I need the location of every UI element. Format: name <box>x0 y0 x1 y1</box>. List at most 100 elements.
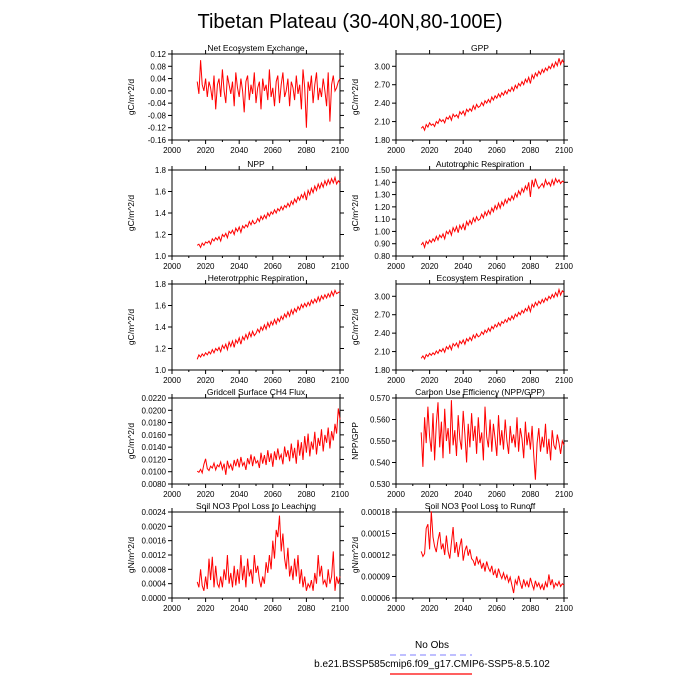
y-tick-label: 1.2 <box>155 231 167 240</box>
y-tick-label: 0.530 <box>370 480 391 489</box>
x-tick-label: 2100 <box>331 376 349 385</box>
y-tick-label: 1.8 <box>155 280 167 289</box>
series-line <box>420 58 565 132</box>
series-line <box>196 289 341 360</box>
y-axis-label: gC/m^2/d <box>350 79 360 115</box>
x-tick-label: 2060 <box>488 604 506 613</box>
y-axis-label: gC/m^2/d <box>350 195 360 231</box>
x-tick-label: 2020 <box>197 490 215 499</box>
x-tick-label: 2100 <box>555 146 573 155</box>
y-tick-label: 0.0004 <box>142 580 167 589</box>
y-tick-label: 1.80 <box>374 136 390 145</box>
x-tick-label: 2000 <box>387 490 405 499</box>
y-tick-label: 0.12 <box>150 50 166 59</box>
panel-title: Ecosystem Respiration <box>437 273 524 283</box>
y-axis-label: gC/m^2/d <box>350 309 360 345</box>
series-line <box>420 400 565 480</box>
x-tick-label: 2020 <box>421 604 439 613</box>
y-tick-label: 0.80 <box>374 252 390 261</box>
panel-autotrophic-respiration: Autotrophic Respiration 2000 2020 2040 2060 2… <box>350 159 573 271</box>
x-tick-label: 2020 <box>421 376 439 385</box>
y-tick-label: 0.0200 <box>142 406 167 415</box>
x-tick-label: 2080 <box>298 376 316 385</box>
y-axis-label: gC/m^2/d <box>126 423 136 459</box>
x-tick-label: 2060 <box>488 262 506 271</box>
plot-frame <box>171 511 341 599</box>
y-tick-label: 0.540 <box>370 459 391 468</box>
x-tick-label: 2100 <box>331 604 349 613</box>
x-tick-label: 2060 <box>488 146 506 155</box>
y-tick-label: 0.90 <box>374 240 390 249</box>
y-tick-label: 2.70 <box>374 81 390 90</box>
y-tick-label: 1.00 <box>374 227 390 236</box>
panel-gridcell-surface-ch4-flux: Gridcell Surface CH4 Flux 2000 2020 2040 206… <box>126 387 349 499</box>
x-tick-label: 2080 <box>298 146 316 155</box>
panel-title: Autotrophic Respiration <box>436 159 525 169</box>
y-tick-label: 0.0024 <box>142 508 167 517</box>
x-tick-label: 2080 <box>522 490 540 499</box>
x-tick-label: 2000 <box>387 604 405 613</box>
x-tick-label: 2020 <box>197 262 215 271</box>
y-tick-label: 0.00006 <box>361 594 390 603</box>
x-tick-label: 2080 <box>298 262 316 271</box>
y-tick-label: 0.0120 <box>142 455 167 464</box>
panel-title: Gridcell Surface CH4 Flux <box>207 387 306 397</box>
y-tick-label: 1.30 <box>374 191 390 200</box>
series-line <box>196 60 341 128</box>
x-tick-label: 2060 <box>264 376 282 385</box>
x-tick-label: 2060 <box>488 490 506 499</box>
y-tick-label: 0.0012 <box>142 551 167 560</box>
x-tick-label: 2020 <box>421 262 439 271</box>
y-tick-label: 2.10 <box>374 118 390 127</box>
y-tick-label: -0.04 <box>148 99 167 108</box>
x-tick-label: 2000 <box>387 146 405 155</box>
x-tick-label: 2080 <box>522 604 540 613</box>
plot-frame <box>395 511 565 599</box>
panel-heterotrophic-respiration: Heterotrophic Respiration 2000 2020 2040 206… <box>126 273 349 385</box>
y-tick-label: 1.0 <box>155 366 167 375</box>
x-tick-label: 2040 <box>230 604 248 613</box>
x-tick-label: 2100 <box>555 262 573 271</box>
y-tick-label: 0.00015 <box>361 530 390 539</box>
series-line <box>196 408 341 475</box>
y-tick-label: -0.12 <box>148 124 167 133</box>
panel-title: Soil NO3 Pool Loss to Runoff <box>425 501 536 511</box>
y-tick-label: 0.00 <box>150 87 166 96</box>
y-tick-label: 2.40 <box>374 329 390 338</box>
x-tick-label: 2040 <box>230 146 248 155</box>
legend: No Obs b.e21.BSSP585cmip6.f09_g17.CMIP6-… <box>314 640 550 675</box>
y-tick-label: 0.00009 <box>361 573 390 582</box>
y-tick-label: 0.0180 <box>142 419 167 428</box>
x-tick-label: 2060 <box>264 604 282 613</box>
y-tick-label: 1.20 <box>374 203 390 212</box>
y-tick-label: 2.40 <box>374 99 390 108</box>
x-tick-label: 2000 <box>163 604 181 613</box>
y-axis-label: NPP/GPP <box>350 422 360 460</box>
x-tick-label: 2060 <box>264 262 282 271</box>
x-tick-label: 2040 <box>454 262 472 271</box>
x-tick-label: 2080 <box>522 146 540 155</box>
x-tick-label: 2060 <box>264 490 282 499</box>
y-tick-label: 0.0080 <box>142 480 167 489</box>
plot-frame <box>395 53 565 141</box>
y-tick-label: 0.0220 <box>142 394 167 403</box>
panel-gpp: GPP 2000 2020 2040 2060 2080 2100 1.80 2.10 2.40 2… <box>350 43 573 155</box>
x-tick-label: 2080 <box>298 604 316 613</box>
y-tick-label: 1.4 <box>155 323 167 332</box>
plot-frame <box>395 283 565 371</box>
y-axis-label: gN/m^2/d <box>126 537 136 573</box>
y-tick-label: 1.8 <box>155 166 167 175</box>
y-tick-label: 2.70 <box>374 311 390 320</box>
panel-soil-no3-pool-loss-to-runoff: Soil NO3 Pool Loss to Runoff 2000 2020 2040… <box>350 501 573 613</box>
page-title: Tibetan Plateau (30-40N,80-100E) <box>198 11 503 33</box>
series-line <box>420 177 565 250</box>
panel-ecosystem-respiration: Ecosystem Respiration 2000 2020 2040 2060 208… <box>350 273 573 385</box>
x-tick-label: 2020 <box>197 376 215 385</box>
y-tick-label: 0.560 <box>370 416 391 425</box>
y-tick-label: 3.00 <box>374 62 390 71</box>
series-line <box>196 515 341 591</box>
x-tick-label: 2100 <box>331 146 349 155</box>
series-line <box>420 511 565 594</box>
x-tick-label: 2100 <box>555 490 573 499</box>
